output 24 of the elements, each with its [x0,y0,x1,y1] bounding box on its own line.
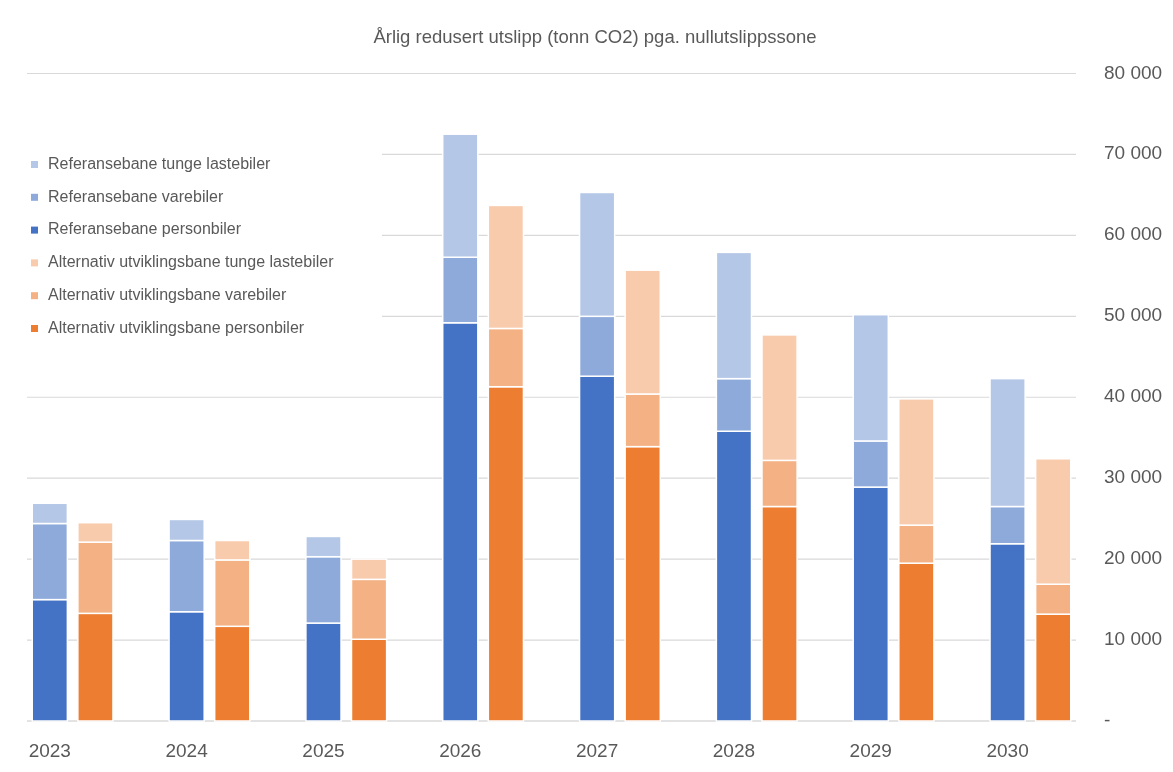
y-tick-label: 40 000 [1104,385,1163,407]
x-tick-label: 2023 [28,740,71,762]
legend-label: Referansebane tunge lastebiler [48,154,272,172]
x-tick-label: 2025 [302,740,345,762]
legend-label: Alternativ utviklingsbane varebiler [48,285,288,303]
y-tick-label: - [1104,709,1111,731]
x-tick-label: 2028 [712,740,756,762]
y-tick-label: 30 000 [1104,466,1163,488]
y-tick-label: 80 000 [1104,61,1163,83]
x-tick-label: 2030 [986,740,1029,762]
y-tick-label: 70 000 [1104,142,1163,164]
legend-label: Alternativ utviklingsbane personbiler [48,318,305,336]
y-tick-label: 50 000 [1104,304,1163,326]
legend-label: Alternativ utviklingsbane tunge lastebiler [48,253,335,271]
x-tick-label: 2027 [575,740,619,762]
x-tick-label: 2026 [439,740,482,762]
x-tick-label: 2029 [849,740,892,762]
legend-label: Referansebane varebiler [48,187,224,205]
chart-title: Årlig redusert utslipp (tonn CO2) pga. nullutslippssone [373,25,817,47]
y-tick-label: 10 000 [1104,628,1163,650]
y-tick-label: 60 000 [1104,223,1163,245]
x-tick-label: 2024 [165,740,209,762]
y-tick-label: 20 000 [1104,547,1163,569]
legend-label: Referansebane personbiler [48,220,242,238]
